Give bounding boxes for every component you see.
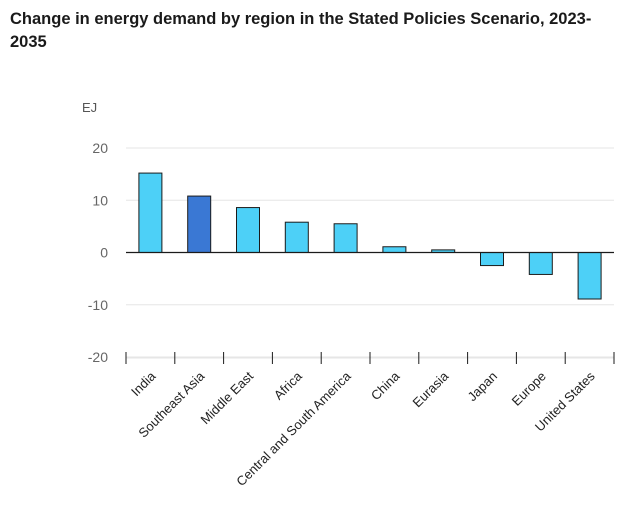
x-tick-label-8: Europe — [509, 369, 549, 409]
x-tick-label-7: Japan — [464, 369, 500, 405]
x-tick-label-6: Eurasia — [410, 368, 452, 410]
y-tick-label-2: 0 — [100, 245, 108, 261]
bar-8 — [528, 252, 553, 275]
x-axis — [125, 352, 615, 364]
bar-5 — [382, 246, 407, 254]
y-axis-unit-label: EJ — [82, 100, 97, 115]
bar-9 — [577, 252, 602, 300]
y-tick-labels: 20 10 0 -10 -20 — [88, 140, 108, 365]
y-tick-label-3: -10 — [88, 297, 108, 313]
bars — [138, 172, 602, 300]
bar-1 — [187, 195, 212, 254]
chart-title-line-1: Change in energy demand by region in the… — [10, 10, 592, 28]
bar-4 — [333, 223, 358, 253]
x-tick-label-3: Africa — [271, 368, 306, 403]
chart-title-line-2: 2035 — [10, 33, 47, 51]
x-tick-label-2: Middle East — [197, 368, 256, 427]
y-tick-label-0: 20 — [92, 140, 108, 156]
bar-2 — [236, 207, 260, 254]
y-tick-label-1: 10 — [92, 192, 108, 208]
chart-title: Change in energy demand by region in the… — [10, 8, 610, 54]
bar-3 — [284, 221, 309, 254]
bar-7 — [480, 252, 504, 267]
bar-0 — [138, 172, 163, 253]
x-tick-label-5: China — [368, 368, 403, 403]
y-tick-label-4: -20 — [88, 349, 108, 365]
x-tick-label-0: India — [128, 368, 159, 399]
